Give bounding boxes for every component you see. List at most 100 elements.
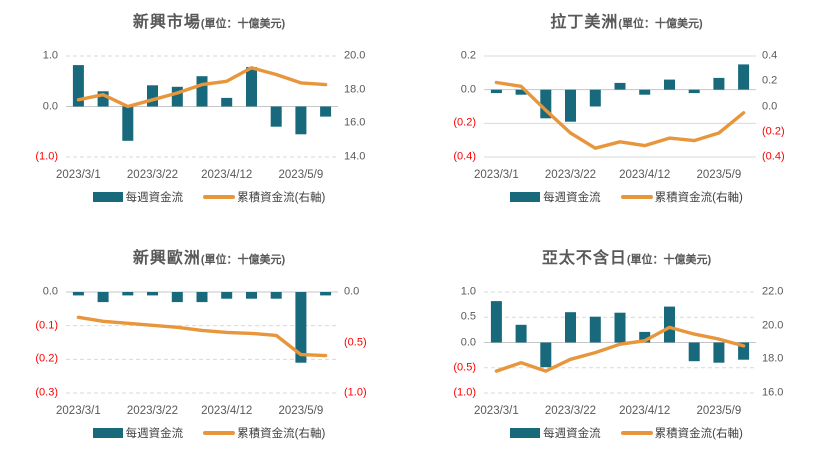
weekly-flow-bar — [171, 86, 183, 107]
weekly-flow-bar — [540, 342, 552, 368]
weekly-flow-bar — [589, 316, 601, 343]
cumulative-flow-line — [76, 315, 328, 358]
weekly-flow-bar — [565, 89, 576, 122]
weekly-flow-bar — [490, 301, 502, 343]
right-axis-tick-label: 16.0 — [344, 116, 366, 129]
legend: 每週資金流 累積資金流(右軸) — [418, 189, 835, 205]
bar-series-label: 每週資金流 — [125, 428, 184, 440]
line-series-label: 累積資金流(右軸) — [237, 428, 326, 440]
line-series-swatch — [203, 195, 236, 199]
weekly-flow-bar — [147, 85, 158, 107]
chart-title-text: 新興歐洲 — [132, 250, 201, 267]
right-axis-tick-label: 20.0 — [762, 319, 784, 332]
weekly-flow-bar — [664, 79, 675, 90]
right-axis-tick-label: (0.4) — [762, 150, 785, 163]
plot-area: 1.0 0.5 0.0 (0.5) (1.0) 22.0 20.0 18.0 16.0 — [418, 276, 835, 408]
x-axis-tick-label: 2023/4/12 — [619, 405, 671, 417]
x-axis: 2023/3/1 2023/3/22 2023/4/12 2023/5/9 — [0, 169, 418, 184]
chart-canvas — [484, 291, 756, 394]
weekly-flow-bar — [540, 89, 552, 119]
weekly-flow-bar — [270, 106, 282, 127]
weekly-flow-bar — [147, 292, 158, 296]
left-axis-tick-label: (0.5) — [453, 361, 476, 374]
cumulative-flow-line — [494, 80, 746, 150]
weekly-flow-bar — [589, 89, 601, 107]
line-series-label: 累積資金流(右軸) — [654, 428, 743, 440]
weekly-flow-bar — [270, 292, 282, 299]
weekly-flow-bar — [295, 292, 307, 363]
x-axis-tick-label: 2023/5/9 — [696, 405, 742, 417]
line-series-label: 累積資金流(右軸) — [654, 192, 743, 204]
weekly-flow-bar — [515, 89, 527, 95]
x-axis-tick-label: 2023/3/1 — [474, 169, 519, 181]
right-axis-tick-label: (0.2) — [762, 125, 785, 138]
right-axis-tick-label: 22.0 — [762, 285, 784, 298]
chart-title: 拉丁美洲(單位：十億美元) — [418, 8, 835, 32]
weekly-flow-bar — [713, 77, 725, 90]
cumulative-flow-line — [494, 325, 746, 373]
weekly-flow-bar — [713, 342, 725, 363]
x-axis-tick-label: 2023/4/12 — [201, 169, 253, 181]
weekly-flow-bar — [614, 312, 626, 343]
left-axis-tick-label: 0.5 — [460, 310, 476, 323]
chart-title: 亞太不含日(單位：十億美元) — [418, 244, 835, 268]
right-axis-tick-label: 16.0 — [762, 386, 784, 399]
plot-area: 0.2 0.0 (0.2) (0.4) 0.4 0.2 0.0 (0.2) (0.4) — [418, 40, 835, 172]
chart-panel-latin-america: 拉丁美洲(單位：十億美元) 0.2 0.0 (0.2) (0.4) 0.4 0.2 0.0 (… — [418, 0, 835, 236]
bar-series-swatch — [510, 428, 541, 438]
x-axis-tick-label: 2023/5/9 — [278, 169, 324, 181]
left-axis-tick-label: 1.0 — [460, 285, 476, 298]
x-axis-tick-label: 2023/3/22 — [126, 169, 179, 181]
chart-panel-asia-pacific-ex-japan: 亞太不含日(單位：十億美元) 1.0 0.5 0.0 (0.5) (1.0) 22.0 20… — [418, 236, 835, 472]
weekly-flow-bar — [688, 342, 700, 362]
right-axis-tick-label: 0.0 — [762, 100, 778, 112]
bar-series-label: 每週資金流 — [543, 428, 601, 440]
x-axis-tick-label: 2023/3/1 — [474, 405, 519, 417]
legend: 每週資金流 累積資金流(右軸) — [0, 189, 418, 205]
x-axis-tick-label: 2023/5/9 — [278, 405, 324, 417]
weekly-flow-bar — [246, 292, 257, 299]
weekly-flow-bar — [320, 292, 332, 296]
left-axis-tick-label: (1.0) — [35, 150, 58, 163]
chart-canvas — [66, 55, 338, 158]
right-axis-tick-label: 14.0 — [344, 150, 366, 163]
x-axis: 2023/3/1 2023/3/22 2023/4/12 2023/5/9 — [418, 405, 835, 420]
left-axis-tick-label: 0.0 — [460, 336, 476, 348]
left-axis-tick-label: 0.2 — [460, 49, 476, 62]
chart-unit-label: (單位：十億美元) — [200, 254, 286, 266]
weekly-flow-bar — [490, 89, 502, 94]
weekly-flow-bar — [122, 292, 134, 296]
bar-series-label: 每週資金流 — [543, 192, 601, 204]
left-axis-tick-label: (0.2) — [35, 352, 58, 365]
weekly-flow-bar — [97, 292, 109, 303]
left-axis-tick-label: (1.0) — [453, 386, 476, 399]
left-axis-tick-label: 1.0 — [42, 49, 58, 62]
left-axis-tick-label: 0.0 — [460, 83, 476, 96]
x-axis-tick-label: 2023/4/12 — [619, 169, 671, 181]
right-axis-tick-label: 18.0 — [344, 83, 366, 96]
right-axis-tick-label: 20.0 — [344, 49, 366, 62]
x-axis: 2023/3/1 2023/3/22 2023/4/12 2023/5/9 — [0, 405, 418, 420]
weekly-flow-bar — [72, 292, 84, 296]
chart-unit-label: (單位：十億美元) — [618, 18, 703, 30]
bar-series-swatch — [92, 192, 123, 202]
bar-series-label: 每週資金流 — [125, 192, 184, 204]
weekly-flow-bar — [196, 76, 208, 107]
weekly-flow-bar — [171, 292, 183, 303]
chart-unit-label: (單位：十億美元) — [626, 254, 712, 266]
chart-canvas — [66, 291, 338, 394]
x-axis: 2023/3/1 2023/3/22 2023/4/12 2023/5/9 — [418, 169, 835, 184]
chart-title: 新興歐洲(單位：十億美元) — [0, 244, 418, 268]
weekly-flow-bar — [738, 342, 750, 360]
weekly-flow-bar — [639, 89, 651, 95]
right-axis-tick-label: 18.0 — [762, 352, 784, 365]
weekly-flow-bar — [221, 292, 233, 299]
bar-series-swatch — [510, 192, 541, 202]
weekly-flow-bar — [295, 106, 307, 135]
x-axis-tick-label: 2023/3/22 — [126, 405, 179, 417]
line-series-swatch — [620, 431, 653, 435]
weekly-flow-bar — [122, 106, 134, 141]
chart-unit-label: (單位：十億美元) — [200, 18, 286, 30]
legend: 每週資金流 累積資金流(右軸) — [0, 425, 418, 441]
chart-panel-emerging-markets: 新興市場(單位：十億美元) 1.0 0.0 (1.0) 20.0 18.0 16.0 14.… — [0, 0, 418, 236]
